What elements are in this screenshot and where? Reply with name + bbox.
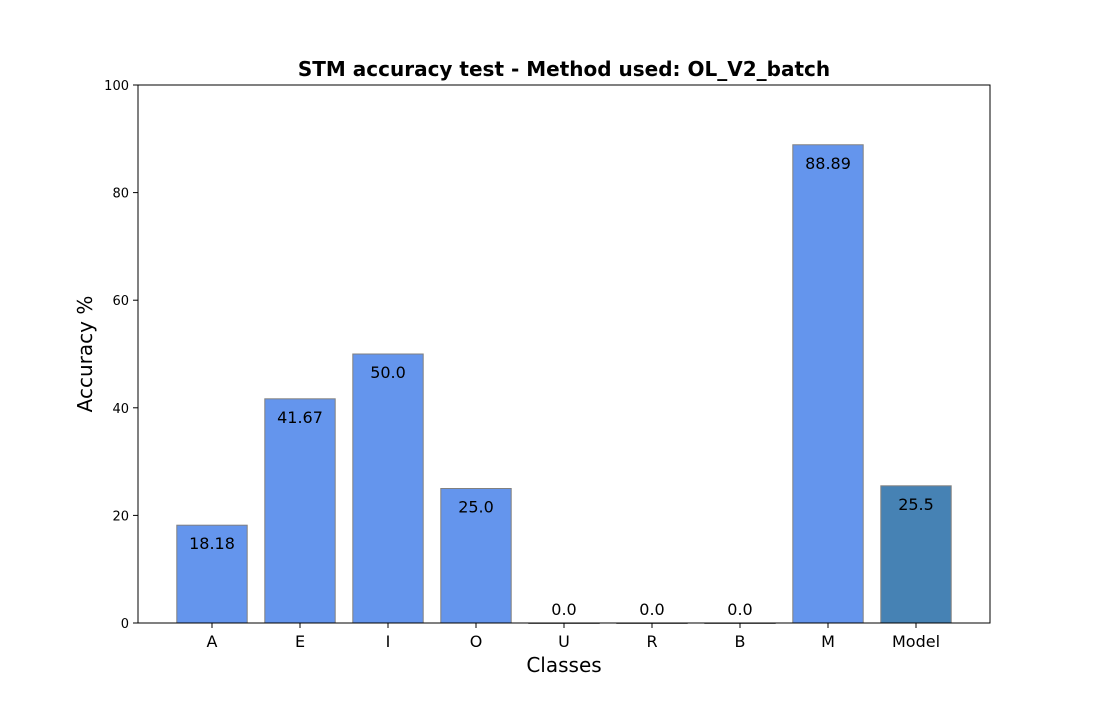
x-tick-label: B bbox=[735, 632, 746, 651]
bar-a bbox=[176, 524, 248, 624]
y-tick-label: 100 bbox=[104, 79, 129, 94]
y-axis-ticks: 0 20 40 60 80 100 bbox=[104, 79, 138, 632]
bar-value-label-r: 0.0 bbox=[639, 600, 664, 619]
y-axis-label: Accuracy % bbox=[73, 296, 97, 413]
x-tick-label: A bbox=[207, 632, 218, 651]
bar-labels-layer: 18.18 41.67 50.0 25.0 0.0 0.0 0.0 88.89 25.5 bbox=[189, 154, 934, 619]
bar-model bbox=[880, 485, 952, 624]
x-tick-label: Model bbox=[892, 632, 940, 651]
x-tick-label: I bbox=[386, 632, 391, 651]
bar-value-label-b: 0.0 bbox=[727, 600, 752, 619]
bar-value-label-e: 41.67 bbox=[277, 408, 323, 427]
x-axis-label: Classes bbox=[526, 653, 601, 677]
x-tick-label: U bbox=[558, 632, 570, 651]
y-tick-label: 80 bbox=[112, 187, 129, 202]
x-tick-label: O bbox=[470, 632, 483, 651]
chart-title: STM accuracy test - Method used: OL_V2_b… bbox=[298, 57, 830, 81]
bar-e bbox=[264, 398, 336, 624]
bar-o bbox=[440, 488, 512, 624]
bar-value-label-a: 18.18 bbox=[189, 534, 235, 553]
bar-m bbox=[792, 144, 864, 624]
y-tick-label: 60 bbox=[112, 294, 129, 309]
x-tick-label: M bbox=[821, 632, 835, 651]
bar-value-label-i: 50.0 bbox=[370, 363, 406, 382]
y-tick-label: 20 bbox=[112, 509, 129, 524]
x-tick-label: R bbox=[646, 632, 657, 651]
bars-layer bbox=[176, 144, 952, 624]
y-tick-label: 0 bbox=[121, 617, 129, 632]
y-tick-label: 40 bbox=[112, 402, 129, 417]
bar-value-label-model: 25.5 bbox=[898, 495, 934, 514]
x-axis-ticks: A E I O U R B M Model bbox=[207, 623, 940, 651]
bar-i bbox=[352, 353, 424, 624]
x-tick-label: E bbox=[295, 632, 305, 651]
bar-value-label-m: 88.89 bbox=[805, 154, 851, 173]
bar-value-label-o: 25.0 bbox=[458, 498, 494, 517]
bar-value-label-u: 0.0 bbox=[551, 600, 576, 619]
